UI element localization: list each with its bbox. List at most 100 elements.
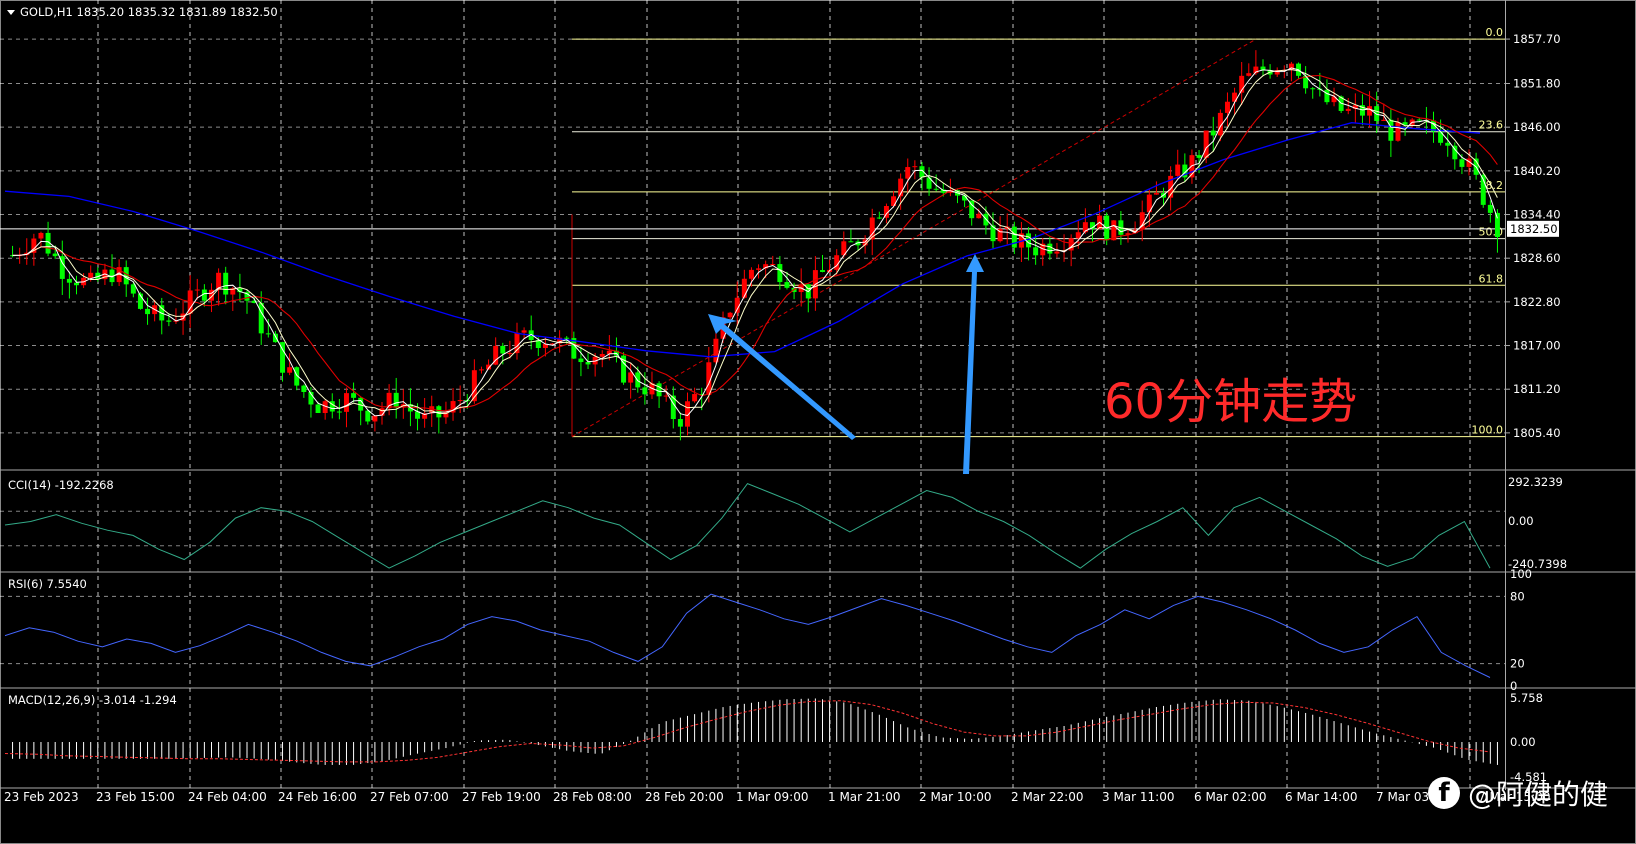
candle-body [1168,175,1174,198]
x-tick-label: 3 Mar 11:00 [1102,790,1175,804]
candle-body [912,166,918,168]
candle-body [272,333,278,343]
candle-body [1303,75,1309,89]
candle-body [677,419,683,427]
candle-body [301,385,307,392]
cci-max-label: 292.3239 [1508,475,1563,489]
ma-slow-line [4,122,1481,358]
x-tick-label: 1 Mar 09:00 [736,790,809,804]
candle-body [308,391,314,405]
candle-body [1416,119,1422,121]
candle-body [223,272,229,295]
candle-body [1139,212,1145,230]
candle-body [1381,119,1387,121]
candle-body [962,195,968,201]
candle-body [933,188,939,190]
candle-body [1040,243,1046,256]
candle-body [208,289,214,301]
watermark: f @阿健的健 [1428,770,1636,816]
candle-body [891,196,897,207]
candle-body [500,345,506,354]
candle-body [429,406,435,414]
chart-header: GOLD,H1 1835.20 1835.32 1831.89 1832.50 [20,5,278,19]
rsi-title: RSI(6) 7.5540 [8,577,87,591]
candle-body [1431,120,1436,132]
candle-body [1182,164,1188,178]
macd-title: MACD(12,26,9) -3.014 -1.294 [8,693,177,707]
y-tick-label: 1828.60 [1513,251,1561,265]
candle-body [52,253,58,257]
candle-body [1452,145,1458,160]
candle-body [1011,226,1017,248]
candle-body [244,292,250,301]
candle-body [642,387,648,395]
candle-body [869,217,875,240]
candle-body [685,401,690,427]
candle-body [415,411,421,419]
y-tick-label: 1811.20 [1513,382,1561,396]
candle-body [656,383,662,397]
candle-body [1203,130,1209,158]
candle-body [1224,101,1230,113]
x-tick-label: 24 Feb 04:00 [188,790,267,804]
candle-body [535,339,541,348]
x-tick-label: 6 Mar 14:00 [1285,790,1358,804]
candle-body [713,338,719,363]
candle-body [66,278,72,283]
candle-body [507,353,513,355]
candle-body [1395,122,1401,141]
rsi-tick-label: 20 [1510,657,1525,671]
x-tick-label: 6 Mar 02:00 [1194,790,1267,804]
y-tick-label: 1805.40 [1513,426,1561,440]
x-tick-label: 28 Feb 08:00 [553,790,632,804]
candle-body [1075,232,1081,239]
watermark-text: @阿健的健 [1468,778,1609,811]
cci-title: CCI(14) -192.2268 [8,478,114,492]
candle-body [606,350,612,355]
facebook-icon: f [1428,777,1460,809]
candle-body [1125,233,1131,235]
candle-body [1089,222,1095,230]
candle-body [1487,204,1493,213]
candle-body [38,232,44,239]
macd-zero-label: 0.00 [1510,735,1536,749]
y-tick-label: 1857.70 [1513,32,1561,46]
rsi-line [4,593,1491,678]
candle-body [1352,105,1358,109]
candle-body [1068,238,1074,251]
y-tick-label: 1846.00 [1513,120,1561,134]
candle-body [251,300,257,303]
candle-body [1047,243,1053,254]
candle-body [777,264,783,283]
candle-body [905,167,911,179]
candle-body [343,393,349,412]
candle-body [386,392,392,409]
x-tick-label: 2 Mar 22:00 [1011,790,1084,804]
annotation-60min-trend: 60分钟走势 [1104,374,1358,430]
x-tick-label: 2 Mar 10:00 [919,790,992,804]
candle-body [31,238,37,253]
candle-body [1288,63,1294,70]
candle-body [947,190,953,193]
candle-body [194,289,200,291]
candle-body [1175,164,1181,176]
candle-body [123,267,129,285]
candle-body [145,308,151,315]
candle-body [1423,120,1429,122]
candle-body [1367,106,1373,116]
candle-body [1494,212,1500,238]
candle-body [322,401,328,414]
candle-body [294,367,300,386]
candle-body [1438,131,1444,143]
x-tick-label: 1 Mar 21:00 [828,790,901,804]
candle-body [585,362,591,365]
candle-body [521,330,527,333]
fib-level-label: 23.6 [1479,119,1504,132]
candle-body [130,284,136,294]
candle-body [1239,75,1245,93]
x-tick-label: 28 Feb 20:00 [645,790,724,804]
candle-body [287,367,293,373]
candle-body [358,397,364,411]
current-price-box [1507,220,1559,237]
